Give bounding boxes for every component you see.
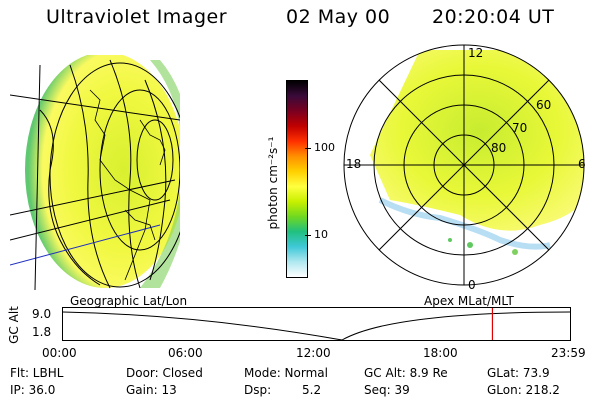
colorbar [286,80,308,278]
colorbar-tick-label: 100 [314,141,335,154]
door-readout: Door: Closed [126,366,203,380]
instrument-title: Ultraviolet Imager [46,6,228,28]
grid-line [10,94,180,121]
x-tick-label: 12:00 [296,346,331,360]
dsp-label: Dsp: [244,383,272,397]
observation-date: 02 May 00 [286,6,391,28]
x-tick-label: 23:59 [551,346,586,360]
geographic-image [10,55,180,291]
altitude-plot [62,307,571,341]
colorbar-tick-label: 10 [314,228,328,241]
aurora-patch [448,238,452,242]
plot-frame [62,307,571,341]
mlat-label-70: 70 [512,121,528,135]
x-tick-label: 00:00 [42,346,77,360]
aurora-patch [467,242,473,248]
coastline [89,89,151,281]
grid-line [34,64,41,291]
mode-readout: Mode: Normal [244,366,328,380]
ip-readout: IP: 36.0 [10,383,56,397]
colorbar-tick [305,235,311,236]
gain-readout: Gain: 13 [126,383,177,397]
x-tick-label: 18:00 [423,346,458,360]
meridian-line [144,79,167,281]
coastline [139,119,166,166]
mlt-line [378,79,550,251]
altitude-curve [62,311,571,341]
mlt-label-12: 12 [468,46,484,60]
aurora-edge [378,197,551,250]
observation-time: 20:20:04 UT [432,6,555,28]
terminator-line [10,224,161,266]
aurora-region [370,50,584,231]
earth-disk [25,55,180,288]
y-tick-label: 1.8 [32,325,52,339]
polar-caption: Apex MLat/MLT [424,294,514,308]
dsp-value: 5.2 [302,383,322,397]
coastline [124,209,156,241]
y-tick-label: 9.0 [32,307,52,321]
seq-readout: Seq: 39 [364,383,410,397]
pole-circle [136,119,174,201]
latitude-circle [49,62,180,288]
colorbar-unit-label: photon cm⁻²s⁻¹ [266,136,280,230]
grid-line [10,179,176,216]
mlat-label-80: 80 [491,141,507,155]
filter-readout: Flt: LBHL [10,366,64,380]
mlt-label-6: 6 [578,157,586,171]
x-tick-label: 06:00 [168,346,203,360]
mlat-label-60: 60 [536,98,552,112]
glat-readout: GLat: 73.9 [487,366,550,380]
latitude-circle [99,89,180,251]
gc-alt-axis-label: GC Alt [7,306,21,344]
glon-readout: GLon: 218.2 [487,383,560,397]
colorbar-tick [305,148,311,149]
meridian-line [109,59,141,289]
polar-image [343,44,585,286]
mlt-label-18: 18 [346,157,362,171]
aurora-patch [512,249,518,255]
gc-alt-readout: GC Alt: 8.9 Re [364,366,448,380]
geo-caption: Geographic Lat/Lon [70,294,188,308]
meridian-line [69,64,111,289]
meridian-line [39,109,101,286]
mlt-label-0: 0 [468,278,476,292]
